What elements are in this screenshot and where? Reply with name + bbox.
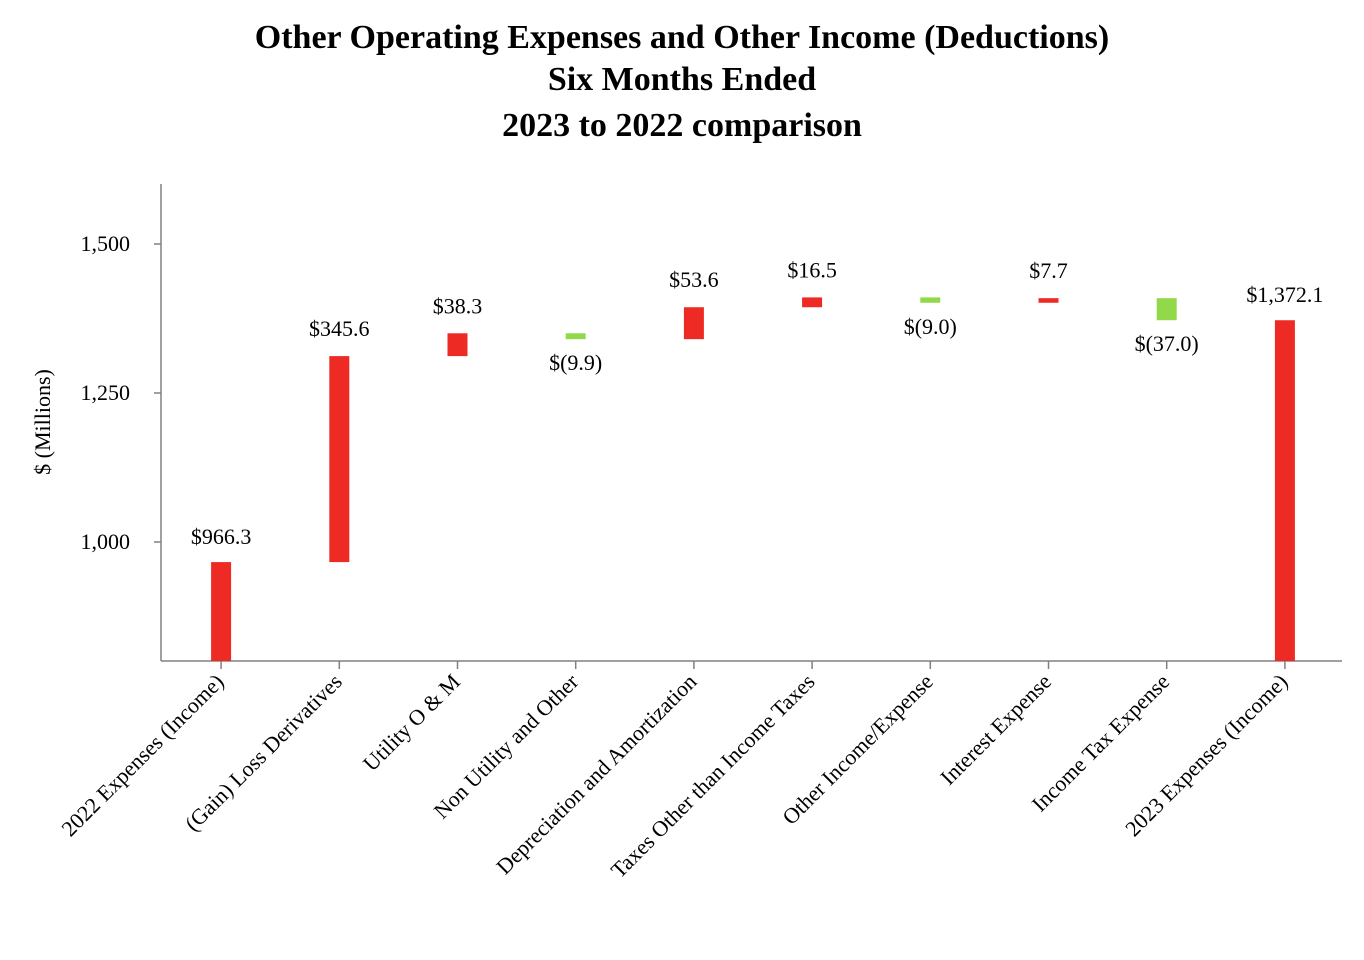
data-label: $966.3 (191, 524, 252, 549)
x-tick-label: Interest Expense (935, 669, 1056, 790)
waterfall-bar (802, 297, 823, 308)
waterfall-bar (1038, 298, 1059, 303)
waterfall-bar (329, 356, 350, 563)
data-label: $1,372.1 (1246, 282, 1323, 307)
y-tick-label: 1,500 (81, 231, 131, 256)
data-label: $7.7 (1029, 258, 1068, 283)
chart-title-line-3: 2023 to 2022 comparison (502, 107, 862, 144)
waterfall-bar (565, 333, 586, 340)
chart-title: Other Operating Expenses and Other Incom… (255, 19, 1109, 144)
y-tick-label: 1,250 (81, 380, 131, 405)
data-label: $53.6 (669, 267, 719, 292)
data-label: $(37.0) (1135, 331, 1199, 356)
x-tick-label: Utility O & M (358, 669, 465, 776)
x-tick-label: Depreciation and Amortization (491, 669, 701, 879)
waterfall-bar (683, 307, 704, 340)
x-tick-label: Taxes Other than Income Taxes (606, 669, 820, 883)
chart-title-line-1: Other Operating Expenses and Other Incom… (255, 19, 1109, 56)
data-label: $345.6 (309, 316, 370, 341)
y-axis-title: $ (Millions) (30, 369, 55, 475)
y-tick-label: 1,000 (81, 529, 131, 554)
data-label: $(9.0) (904, 314, 957, 339)
waterfall-bar (1156, 298, 1177, 321)
data-label: $38.3 (433, 293, 483, 318)
waterfall-bar (920, 297, 941, 303)
waterfall-bar (211, 562, 232, 661)
data-label: $(9.9) (549, 350, 602, 375)
data-label: $16.5 (787, 257, 837, 282)
waterfall-bar (1274, 320, 1295, 661)
chart-title-line-2: Six Months Ended (548, 61, 816, 98)
waterfall-bar (447, 333, 468, 357)
